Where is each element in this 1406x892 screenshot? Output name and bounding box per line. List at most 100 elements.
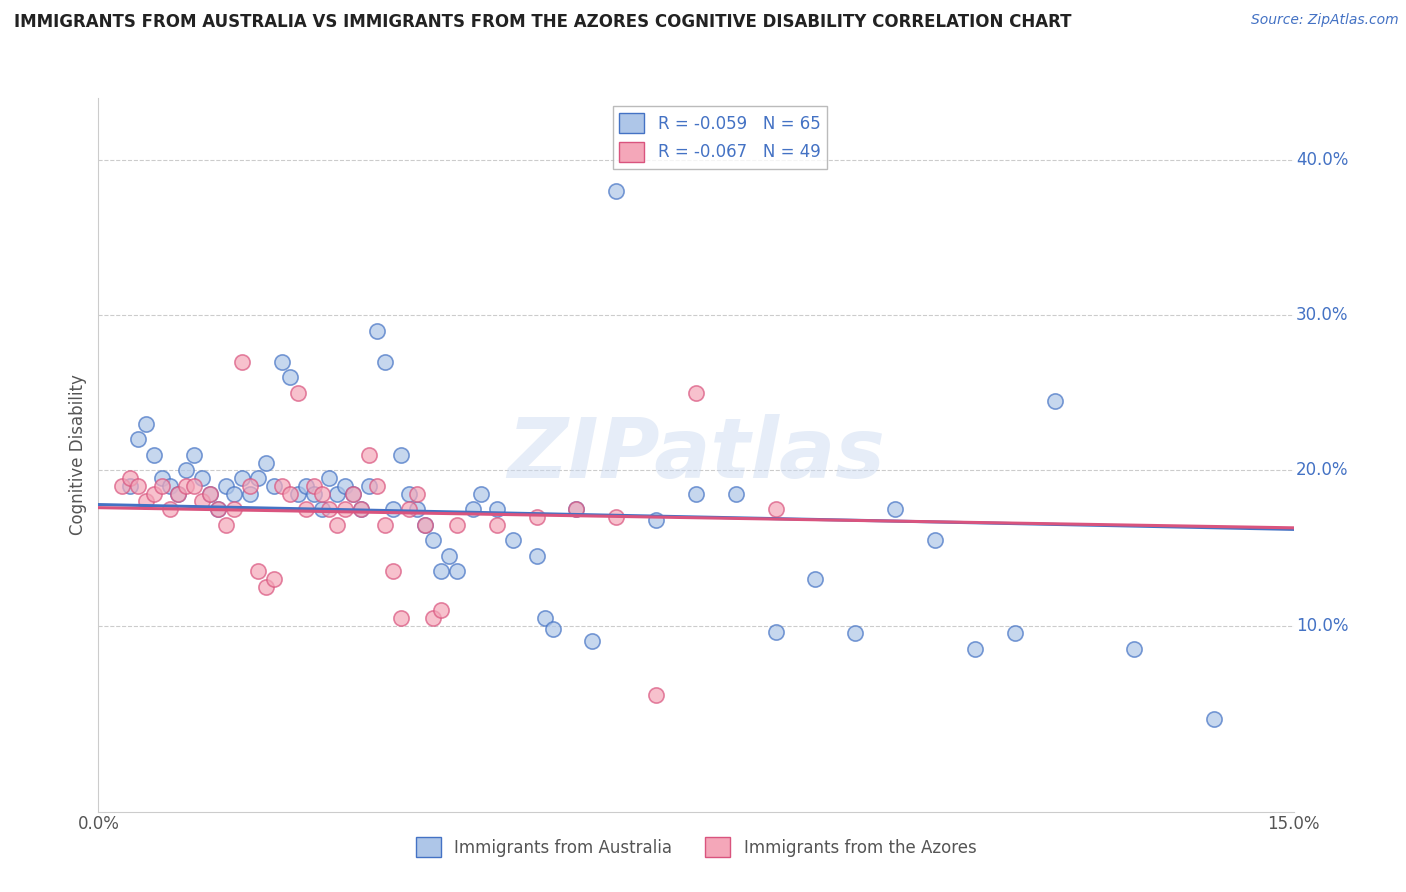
Point — [239, 486, 262, 500]
Point — [430, 564, 453, 578]
Point — [461, 502, 484, 516]
Point — [526, 549, 548, 563]
Point — [198, 486, 221, 500]
Point — [318, 471, 340, 485]
Point — [183, 448, 205, 462]
Point — [884, 502, 907, 516]
Point — [159, 479, 181, 493]
Point — [120, 471, 142, 485]
Text: 15.0%: 15.0% — [1267, 815, 1320, 833]
Point — [215, 517, 238, 532]
Point — [350, 502, 373, 516]
Legend: Immigrants from Australia, Immigrants from the Azores: Immigrants from Australia, Immigrants fr… — [409, 830, 983, 864]
Point — [485, 517, 508, 532]
Point — [565, 502, 588, 516]
Point — [470, 486, 492, 500]
Point — [326, 486, 349, 500]
Text: 30.0%: 30.0% — [1296, 306, 1348, 325]
Point — [135, 494, 157, 508]
Point — [350, 502, 373, 516]
Point — [422, 611, 444, 625]
Point — [1202, 712, 1225, 726]
Point — [359, 479, 381, 493]
Point — [406, 502, 429, 516]
Point — [963, 641, 986, 656]
Point — [254, 456, 277, 470]
Point — [302, 486, 325, 500]
Point — [413, 517, 436, 532]
Point — [318, 502, 340, 516]
Point — [167, 486, 190, 500]
Point — [335, 479, 357, 493]
Point — [685, 486, 707, 500]
Point — [278, 370, 301, 384]
Point — [685, 385, 707, 400]
Point — [565, 502, 588, 516]
Point — [359, 448, 381, 462]
Point — [207, 502, 229, 516]
Point — [246, 471, 269, 485]
Point — [215, 479, 238, 493]
Point — [127, 433, 149, 447]
Point — [389, 448, 412, 462]
Point — [413, 517, 436, 532]
Text: IMMIGRANTS FROM AUSTRALIA VS IMMIGRANTS FROM THE AZORES COGNITIVE DISABILITY COR: IMMIGRANTS FROM AUSTRALIA VS IMMIGRANTS … — [14, 13, 1071, 31]
Point — [270, 479, 292, 493]
Point — [143, 448, 166, 462]
Point — [294, 502, 316, 516]
Point — [374, 355, 396, 369]
Point — [1043, 393, 1066, 408]
Point — [198, 486, 221, 500]
Point — [366, 479, 388, 493]
Point — [526, 510, 548, 524]
Point — [311, 486, 333, 500]
Point — [406, 486, 429, 500]
Point — [222, 502, 245, 516]
Point — [430, 603, 453, 617]
Point — [191, 471, 214, 485]
Point — [485, 502, 508, 516]
Text: 20.0%: 20.0% — [1296, 461, 1348, 479]
Point — [1123, 641, 1146, 656]
Point — [389, 611, 412, 625]
Point — [366, 324, 388, 338]
Point — [183, 479, 205, 493]
Point — [135, 417, 157, 431]
Point — [159, 502, 181, 516]
Point — [398, 486, 420, 500]
Point — [150, 479, 173, 493]
Point — [287, 486, 309, 500]
Point — [143, 486, 166, 500]
Point — [724, 486, 747, 500]
Point — [263, 479, 285, 493]
Point — [765, 502, 787, 516]
Y-axis label: Cognitive Disability: Cognitive Disability — [69, 375, 87, 535]
Text: 0.0%: 0.0% — [77, 815, 120, 833]
Point — [446, 564, 468, 578]
Point — [342, 486, 364, 500]
Point — [844, 626, 866, 640]
Point — [382, 502, 405, 516]
Point — [294, 479, 316, 493]
Point — [127, 479, 149, 493]
Point — [302, 479, 325, 493]
Point — [254, 580, 277, 594]
Point — [150, 471, 173, 485]
Point — [231, 355, 253, 369]
Point — [278, 486, 301, 500]
Point — [174, 463, 197, 477]
Point — [120, 479, 142, 493]
Point — [804, 572, 827, 586]
Point — [605, 510, 627, 524]
Point — [270, 355, 292, 369]
Point — [111, 479, 134, 493]
Text: ZIPatlas: ZIPatlas — [508, 415, 884, 495]
Point — [246, 564, 269, 578]
Point — [422, 533, 444, 548]
Point — [1004, 626, 1026, 640]
Point — [174, 479, 197, 493]
Point — [541, 622, 564, 636]
Point — [231, 471, 253, 485]
Point — [645, 689, 668, 703]
Point — [374, 517, 396, 532]
